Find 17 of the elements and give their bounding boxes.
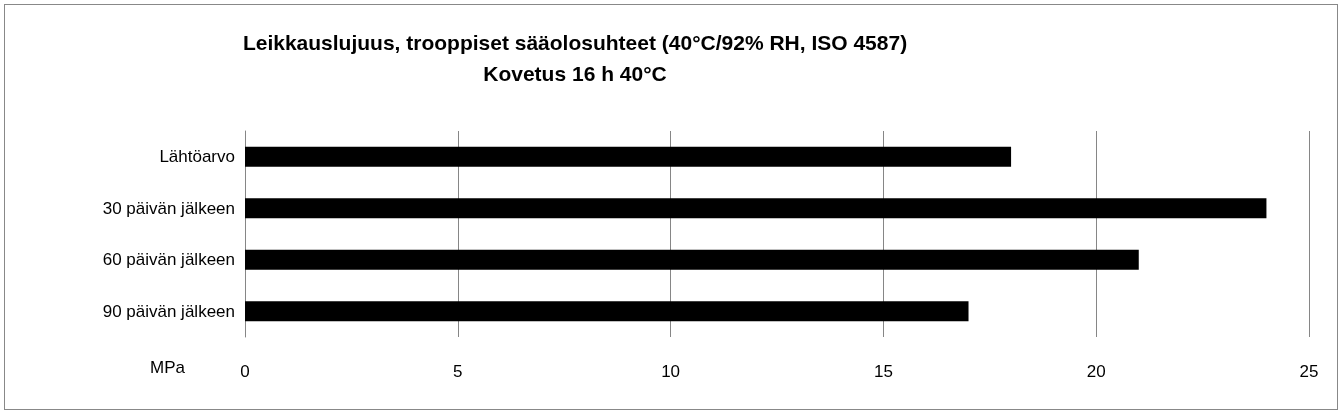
y-tick-label: 30 päivän jälkeen — [102, 198, 235, 218]
bar — [245, 249, 1139, 270]
x-tick-label: 10 — [661, 362, 681, 381]
bar — [245, 146, 1012, 167]
x-tick-label: 0 — [240, 362, 250, 381]
x-tick-label: 25 — [1299, 362, 1319, 381]
x-tick-label: 15 — [873, 362, 893, 381]
x-axis-title: MPa — [150, 358, 186, 377]
x-tick-label: 20 — [1086, 362, 1106, 381]
y-tick-label: Lähtöarvo — [159, 147, 235, 167]
chart-subtitle: Kovetus 16 h 40°C — [483, 62, 667, 85]
bar — [245, 198, 1267, 219]
y-tick-label: 60 päivän jälkeen — [102, 250, 235, 270]
y-tick-label: 90 päivän jälkeen — [102, 301, 235, 321]
bar — [245, 301, 969, 322]
x-tick-label: 5 — [453, 362, 463, 381]
chart-title: Leikkauslujuus, trooppiset sääolosuhteet (40°C/92% RH, ISO 4587) — [242, 31, 908, 54]
